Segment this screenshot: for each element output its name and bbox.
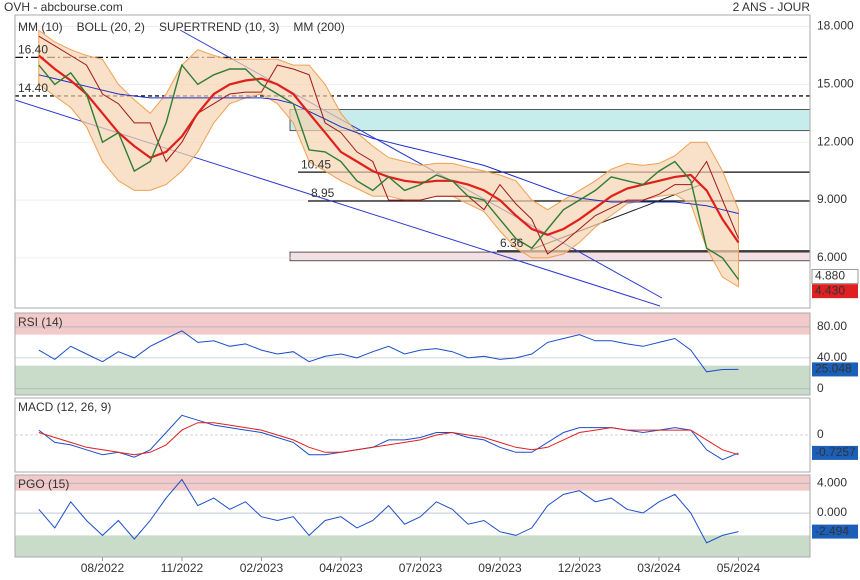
panel-frame [14,474,811,558]
y-tick-label: 40.00 [817,350,847,364]
y-tick-label: 12.000 [817,134,854,148]
x-tick-label: 11/2022 [161,561,204,575]
panel [15,313,810,395]
x-tick-label: 07/2023 [399,561,443,575]
bollinger-band [38,29,739,288]
legend-entry: SUPERTREND (10, 3) [159,20,279,34]
panel [15,414,810,461]
period: 2 ANS - JOUR [733,0,811,14]
y-tick-label: 4.000 [817,475,847,489]
last-value-box [812,362,858,377]
y-tick-label: 9.000 [817,192,847,206]
chart-title: OVH - abcbourse.com [4,0,123,14]
line-series [38,330,739,373]
level-label: 14.40 [18,81,48,95]
y-tick-label: 80.00 [817,319,847,333]
panel-title: PGO (15) [18,477,69,491]
last-value-label: 4.880 [815,269,845,283]
last-value-box [812,524,858,539]
last-value-box [812,445,858,460]
panel-title: MACD (12, 26, 9) [18,400,111,414]
line-series [38,35,739,255]
y-tick-label: 18.000 [817,19,854,33]
price-line [38,63,740,280]
zone [15,535,810,557]
last-value-label: -2.494 [815,524,849,538]
zone [289,109,810,132]
panel-frame [14,397,811,473]
line-series [38,74,739,214]
y-tick-label: 0.000 [817,505,847,519]
zone [15,313,810,335]
level-label: 8.95 [311,186,335,200]
last-value-box [812,284,858,299]
x-tick-label: 03/2024 [637,561,681,575]
x-tick-label: 02/2023 [240,561,284,575]
legend-entry: MM (200) [293,20,344,34]
last-value-box [811,268,859,284]
last-value-label: -0.7257 [815,445,856,459]
panel-frame [14,14,811,309]
last-value-label: 25.048 [815,362,852,376]
line-series [38,478,739,544]
level-label: 6.36 [500,236,524,250]
zone [15,475,810,491]
x-tick-label: 05/2024 [717,561,761,575]
zone [15,365,810,395]
x-tick-label: 08/2022 [81,561,125,575]
y-tick-label: 0 [817,381,824,395]
panel-title: RSI (14) [18,315,63,329]
last-value-label: 4.430 [815,283,845,297]
level-label: 16.40 [18,43,48,57]
panel [15,26,810,307]
x-tick-label: 09/2023 [478,561,522,575]
x-tick-label: 04/2023 [319,561,363,575]
panel-frame [14,312,811,396]
level-label: 10.45 [301,157,331,171]
legend-entry: BOLL (20, 2) [77,20,145,34]
line-series [38,422,739,456]
x-tick-label: 12/2023 [558,561,602,575]
y-tick-label: 0 [817,427,824,441]
panel [15,475,810,557]
y-tick-label: 6.000 [817,250,847,264]
legend-entry: MM (10) [18,20,63,34]
y-tick-label: 15.000 [817,77,854,91]
